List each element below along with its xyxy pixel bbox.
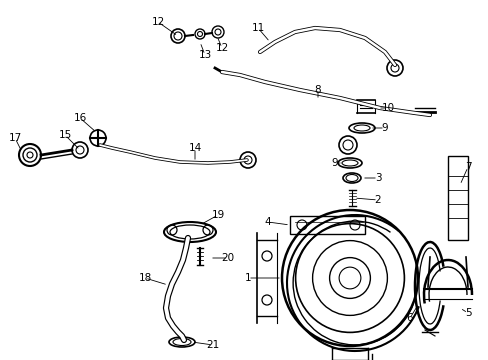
Text: 12: 12 <box>215 43 228 53</box>
Text: 7: 7 <box>464 162 470 172</box>
Text: 20: 20 <box>221 253 234 263</box>
Text: 12: 12 <box>151 17 164 27</box>
Text: 19: 19 <box>211 210 224 220</box>
Text: 15: 15 <box>58 130 71 140</box>
Text: 6: 6 <box>406 313 412 323</box>
FancyBboxPatch shape <box>447 156 467 240</box>
Text: 3: 3 <box>374 173 381 183</box>
Text: 17: 17 <box>8 133 21 143</box>
Text: 4: 4 <box>264 217 271 227</box>
Text: 1: 1 <box>244 273 251 283</box>
FancyBboxPatch shape <box>289 216 364 234</box>
Text: 5: 5 <box>464 308 470 318</box>
Text: 16: 16 <box>73 113 86 123</box>
Text: 2: 2 <box>374 195 381 205</box>
Text: 8: 8 <box>314 85 321 95</box>
Text: 9: 9 <box>381 123 387 133</box>
Text: 21: 21 <box>206 340 219 350</box>
Text: 10: 10 <box>381 103 394 113</box>
Text: 18: 18 <box>138 273 151 283</box>
Text: 14: 14 <box>188 143 201 153</box>
Text: 9: 9 <box>331 158 338 168</box>
Text: 11: 11 <box>251 23 264 33</box>
Text: 13: 13 <box>198 50 211 60</box>
